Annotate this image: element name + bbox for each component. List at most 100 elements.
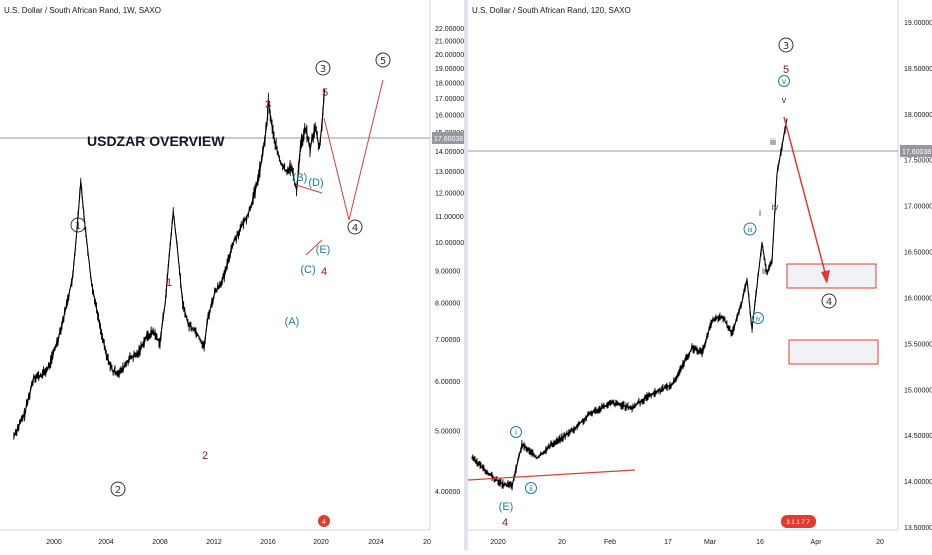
- right-price-line: [471, 118, 788, 487]
- right-label-5: 5: [783, 64, 789, 76]
- left-x-tick-label: 2000: [46, 539, 62, 546]
- target-zone-2: [788, 339, 879, 365]
- left-triangle-upper: [295, 184, 323, 194]
- right-x-tick-label: Apr: [811, 539, 823, 546]
- wave-4-marker: 4: [347, 219, 363, 235]
- right-y-tick-label: 18.00000: [904, 112, 932, 119]
- left-chart-panel[interactable]: U.S. Dollar / South African Rand, 1W, SA…: [0, 0, 464, 550]
- panel-divider[interactable]: [464, 0, 468, 550]
- right-price-series: [471, 118, 788, 491]
- right-x-tick-label: 20: [876, 539, 884, 546]
- left-y-tick-label: 9.00000: [435, 269, 460, 276]
- wave-1-marker: 1: [70, 217, 86, 233]
- teal-label-v: v: [778, 75, 790, 87]
- left-chart-svg[interactable]: 22.0000021.0000020.0000019.0000018.00000…: [0, 0, 464, 550]
- right-price-badge: 17.60038: [900, 145, 932, 157]
- svg-text:17.60038: 17.60038: [902, 149, 931, 156]
- left-x-tick-label: 2008: [152, 539, 168, 546]
- left-y-tick-label: 16.00000: [435, 113, 464, 120]
- teal-label-iii: iii: [743, 222, 757, 236]
- left-y-tick-label: 20.00000: [435, 52, 464, 59]
- right-y-tick-label: 14.00000: [904, 479, 932, 486]
- left-label-D: (D): [308, 177, 323, 189]
- small-label-i: i: [759, 208, 761, 218]
- svg-text:3 1 1 7 7: 3 1 1 7 7: [786, 520, 810, 526]
- right-y-tick-label: 16.50000: [904, 250, 932, 257]
- left-label-1: 1: [166, 277, 172, 289]
- left-y-tick-label: 21.00000: [435, 39, 464, 46]
- right-x-tick-label: 17: [664, 539, 672, 546]
- left-y-tick-label: 17.00000: [435, 96, 464, 103]
- left-y-tick-label: 22.00000: [435, 26, 464, 33]
- right-chart-panel[interactable]: U.S. Dollar / South African Rand, 120, S…: [467, 0, 932, 550]
- right-x-axis: 2020 20 Feb 17 Mar 16 Apr 20: [468, 0, 899, 546]
- left-y-tick-label: 19.00000: [435, 66, 464, 73]
- small-label-ii: ii: [762, 266, 766, 276]
- right-y-axis: 19.00000 18.50000 18.00000 17.50000 17.00000…: [904, 20, 932, 532]
- left-price-series: [13, 88, 326, 440]
- left-x-axis: 2000 2004 2008 2012 2016 2020 2024 20: [0, 0, 431, 546]
- left-y-tick-label: 10.00000: [435, 240, 464, 247]
- left-label-B: (B): [293, 172, 308, 184]
- right-chart-svg[interactable]: 19.00000 18.50000 18.00000 17.50000 17.00000…: [467, 0, 932, 550]
- left-y-tick-label: 8.00000: [435, 301, 460, 308]
- left-y-tick-label: 12.00000: [435, 191, 464, 198]
- right-wave-4-marker: 4: [821, 293, 837, 309]
- svg-text:4: 4: [826, 297, 832, 308]
- right-x-tick-label: Feb: [604, 539, 616, 546]
- right-wave-3-marker: 3: [778, 37, 794, 53]
- left-y-tick-label: 14.00000: [435, 149, 464, 156]
- small-label-iv: iv: [772, 202, 779, 212]
- small-label-v: v: [782, 95, 787, 105]
- usdzar-overview-label: USDZAR OVERVIEW: [87, 133, 225, 149]
- svg-text:4: 4: [352, 223, 358, 234]
- small-label-iii: iii: [770, 137, 776, 147]
- left-y-tick-label: 6.00000: [435, 379, 460, 386]
- left-price-line: [13, 88, 326, 436]
- left-x-tick-label: 2004: [98, 539, 114, 546]
- right-y-tick-label: 19.00000: [904, 20, 932, 27]
- left-price-badge: 17.60038: [432, 132, 464, 144]
- left-x-tick-label: 2024: [368, 539, 384, 546]
- right-y-tick-label: 16.00000: [904, 295, 932, 302]
- svg-text:3: 3: [320, 64, 326, 75]
- left-x-tick-label: 2016: [260, 539, 276, 546]
- wave-2-marker: 2: [110, 481, 126, 497]
- svg-text:2: 2: [115, 485, 121, 496]
- left-label-E: (E): [316, 244, 331, 256]
- target-zone-1: [786, 263, 877, 289]
- wave-5-marker: 5: [375, 52, 391, 68]
- right-x-tick-label: 2020: [490, 539, 506, 546]
- right-x-tick-label: Mar: [704, 539, 717, 546]
- teal-label-i: i: [510, 426, 522, 438]
- teal-label-ii: ii: [525, 482, 537, 494]
- left-wave-projection: [323, 79, 384, 221]
- left-chart-title: U.S. Dollar / South African Rand, 1W, SA…: [4, 6, 161, 15]
- left-y-axis: 22.00000 21.00000 20.00000 19.00000 18.00000…: [435, 26, 464, 496]
- left-y-tick-label: 11.00000: [435, 214, 464, 221]
- left-y-tick-label: 13.00000: [435, 169, 464, 176]
- wave-3-marker: 3: [315, 60, 331, 76]
- svg-text:4: 4: [322, 519, 326, 526]
- teal-label-iv: iv: [752, 312, 764, 324]
- left-label-C: (C): [300, 264, 315, 276]
- svg-text:ii: ii: [529, 484, 533, 493]
- left-y-tick-label: 4.00000: [435, 489, 460, 496]
- left-event-badge[interactable]: 4: [318, 515, 330, 527]
- svg-text:17.60038: 17.60038: [434, 136, 463, 143]
- svg-text:i: i: [515, 428, 517, 437]
- right-x-tick-label: 16: [756, 539, 764, 546]
- right-price-bars: [471, 121, 787, 491]
- svg-text:3: 3: [783, 41, 789, 52]
- svg-text:1: 1: [75, 221, 81, 232]
- left-label-2: 2: [202, 450, 208, 462]
- right-label-E: (E): [499, 501, 514, 513]
- left-x-tick-label: 2012: [206, 539, 222, 546]
- right-event-badge[interactable]: 3 1 1 7 7: [781, 515, 816, 528]
- right-label-4: 4: [502, 517, 508, 529]
- right-chart-title: U.S. Dollar / South African Rand, 120, S…: [472, 6, 631, 15]
- svg-text:iii: iii: [748, 227, 753, 234]
- right-y-tick-label: 18.50000: [904, 66, 932, 73]
- left-label-4: 4: [321, 266, 327, 278]
- left-label-A: (A): [285, 316, 300, 328]
